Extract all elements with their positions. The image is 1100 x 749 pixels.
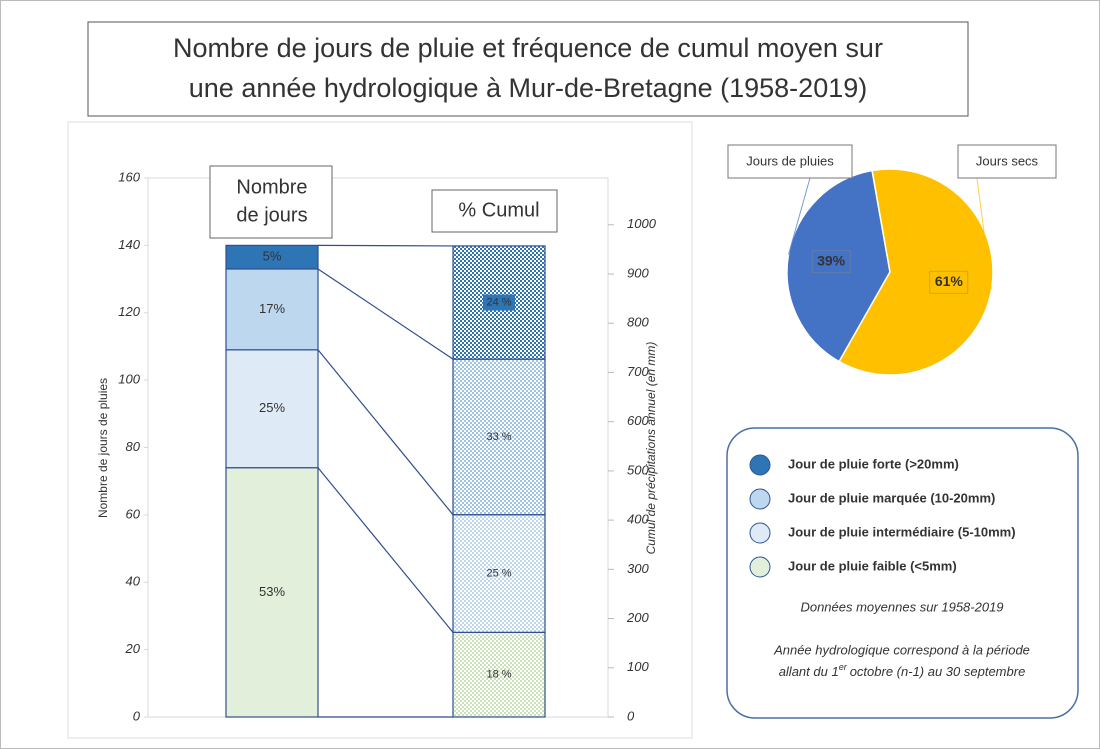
value-label: 24 %: [486, 296, 511, 308]
legend-marker: [749, 556, 771, 578]
legend-label: Jour de pluie faible (<5mm): [788, 558, 957, 573]
category-box: [209, 165, 333, 239]
pie-category-label: Jours de pluies: [746, 153, 834, 168]
connector: [317, 349, 454, 516]
note: allant du 1er octobre (n-1) au 30 septemb…: [779, 662, 1026, 679]
connector: [317, 268, 454, 360]
y2-tick-label: 700: [627, 364, 649, 379]
y-tick-label: 40: [126, 574, 141, 589]
legend-marker: [749, 488, 771, 510]
y-axis-label: Nombre de jours de pluies: [96, 378, 110, 518]
connector: [317, 244, 454, 247]
y-tick-label: 100: [118, 372, 140, 387]
bar-segment: [452, 514, 546, 633]
y-tick-label: 140: [118, 237, 140, 252]
value-label: 53%: [259, 584, 285, 599]
bar-segment: [225, 467, 319, 718]
y2-tick-label: 0: [627, 708, 635, 723]
title-line: Nombre de jours de pluie et fréquence de…: [173, 33, 883, 63]
y2-tick-label: 200: [626, 610, 649, 625]
y2-tick-label: 300: [627, 561, 649, 576]
pie-value-label: 61%: [935, 273, 964, 289]
y2-tick-label: 500: [627, 462, 649, 477]
x-category-label: Nombre: [236, 176, 307, 198]
value-label: 18 %: [486, 669, 511, 681]
title-box: [87, 21, 969, 117]
bar-segment: [452, 631, 546, 718]
value-label: 33 %: [486, 431, 511, 443]
y-tick-label: 20: [125, 641, 141, 656]
pie-leader: [788, 177, 811, 255]
note-sup: er: [839, 662, 848, 672]
legend: Jour de pluie forte (>20mm) Jour de pluie…: [749, 454, 1016, 578]
note: Année hydrologique correspond à la pério…: [773, 642, 1030, 657]
value-label: 25%: [259, 400, 285, 415]
label-bg: [483, 294, 515, 311]
title-line: une année hydrologique à Mur-de-Bretagne…: [189, 73, 867, 103]
y2-tick-label: 900: [627, 265, 649, 280]
y2-tick-label: 1000: [627, 216, 657, 231]
value-label: 5%: [263, 249, 282, 264]
pie-category-label: Jours secs: [976, 153, 1039, 168]
category-box: [431, 189, 558, 233]
pie-value-label: 39%: [817, 253, 846, 269]
y2-tick-label: 800: [627, 315, 649, 330]
legend-marker: [749, 454, 771, 476]
y-tick-label: 0: [133, 708, 141, 723]
note: Données moyennes sur 1958-2019: [800, 599, 1003, 614]
legend-label: Jour de pluie marquée (10-20mm): [788, 490, 995, 505]
x-category-label: % Cumul: [458, 199, 539, 221]
value-label: 17%: [259, 301, 285, 316]
note-part: octobre (n-1) au 30 septembre: [850, 664, 1026, 679]
bar-segment: [452, 358, 546, 516]
pie-callout-box: [727, 144, 853, 179]
bar-segment: [452, 245, 546, 360]
legend-marker: [749, 522, 771, 544]
y-tick-label: 80: [126, 439, 141, 454]
pie-callout-box: [957, 144, 1057, 179]
y2-tick-label: 600: [627, 413, 649, 428]
chart-panel: [67, 121, 693, 739]
legend-box: [726, 427, 1079, 719]
y-tick-label: 160: [118, 169, 140, 184]
legend-label: Jour de pluie intermédiaire (5-10mm): [788, 524, 1016, 539]
pie-label-bg: [811, 250, 851, 274]
legend-label: Jour de pluie forte (>20mm): [788, 456, 959, 471]
pie-label-bg: [929, 270, 969, 294]
y2-axis-label: Cumul de précipitations annuel (en mm): [644, 342, 658, 555]
y-tick-label: 60: [126, 506, 141, 521]
y2-tick-label: 100: [627, 659, 649, 674]
x-category-label: de jours: [236, 204, 307, 226]
pie-leader: [976, 177, 992, 290]
y-tick-label: 120: [118, 304, 140, 319]
note-part: allant du 1: [779, 664, 839, 679]
connector: [317, 467, 454, 633]
value-label: 25 %: [486, 567, 511, 579]
y2-tick-label: 400: [627, 512, 649, 527]
bar-segment: [225, 244, 319, 270]
